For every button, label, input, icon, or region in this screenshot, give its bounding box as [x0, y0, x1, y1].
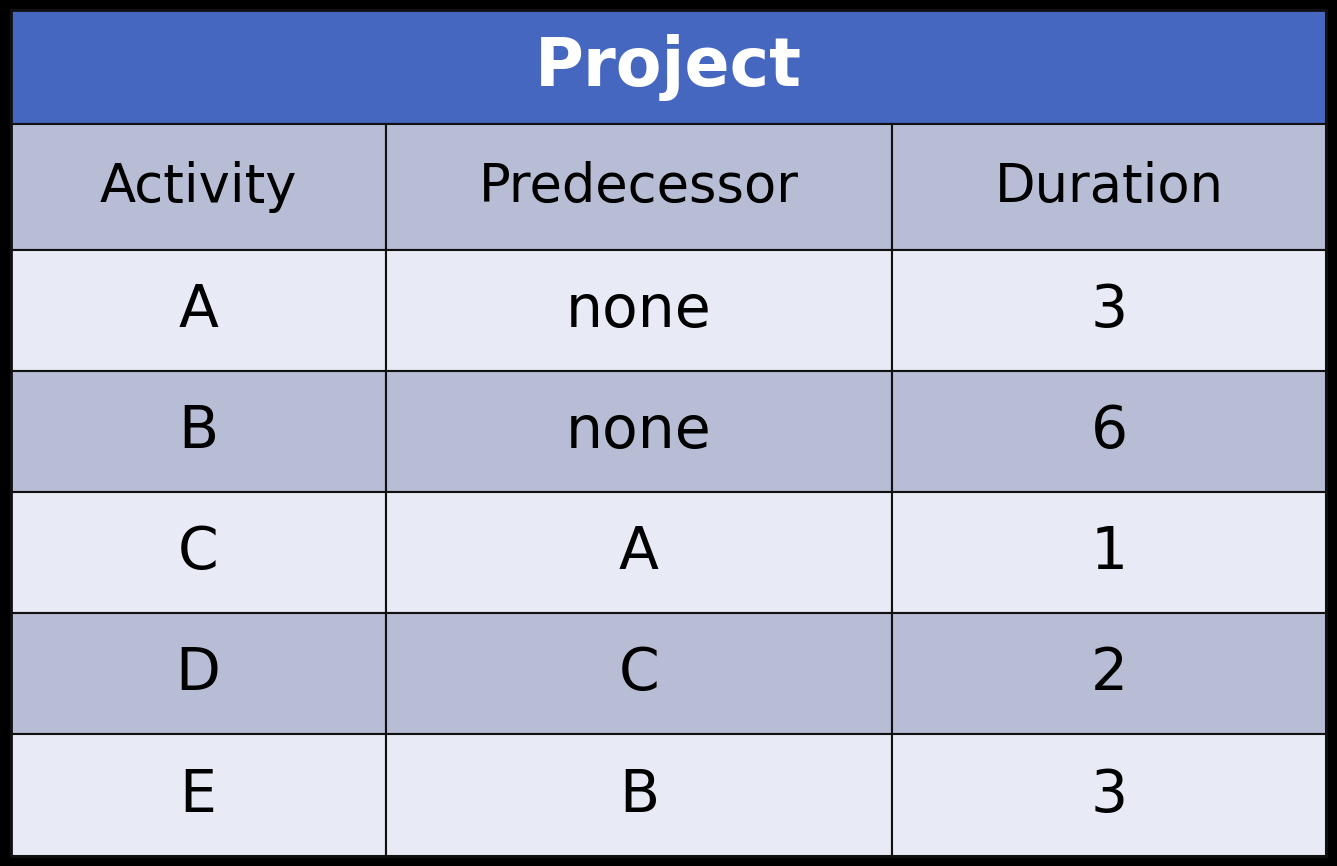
- Text: C: C: [619, 645, 659, 702]
- Text: B: B: [619, 766, 659, 824]
- Bar: [385, 613, 892, 734]
- Text: E: E: [179, 766, 217, 824]
- Text: Predecessor: Predecessor: [479, 161, 800, 213]
- Bar: [892, 371, 1326, 492]
- Bar: [385, 734, 892, 856]
- Text: 6: 6: [1091, 403, 1128, 460]
- Bar: [892, 613, 1326, 734]
- Text: none: none: [566, 281, 711, 339]
- Bar: [892, 249, 1326, 371]
- Text: A: A: [619, 524, 659, 581]
- Bar: [892, 734, 1326, 856]
- Bar: [385, 371, 892, 492]
- Text: Duration: Duration: [995, 161, 1223, 213]
- Text: 3: 3: [1091, 766, 1128, 824]
- Text: Activity: Activity: [99, 161, 297, 213]
- Text: B: B: [178, 403, 218, 460]
- Text: 2: 2: [1091, 645, 1128, 702]
- Bar: [11, 249, 385, 371]
- Text: none: none: [566, 403, 711, 460]
- Text: C: C: [178, 524, 218, 581]
- Bar: [892, 125, 1326, 249]
- Text: 1: 1: [1091, 524, 1128, 581]
- Bar: [11, 125, 385, 249]
- Text: D: D: [175, 645, 221, 702]
- Bar: [385, 125, 892, 249]
- Bar: [11, 734, 385, 856]
- Bar: [385, 249, 892, 371]
- Bar: [385, 492, 892, 613]
- Bar: [11, 492, 385, 613]
- Text: Project: Project: [535, 34, 802, 101]
- Bar: [11, 10, 1326, 125]
- Bar: [11, 371, 385, 492]
- Bar: [11, 613, 385, 734]
- Text: A: A: [178, 281, 218, 339]
- Text: 3: 3: [1091, 281, 1128, 339]
- Bar: [892, 492, 1326, 613]
